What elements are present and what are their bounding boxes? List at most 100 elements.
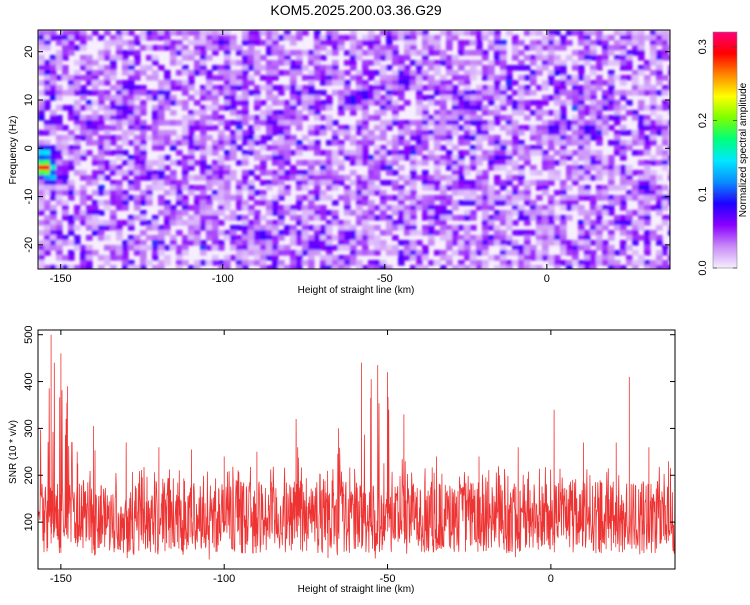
heatmap-cell (122, 240, 129, 246)
heatmap-cell (320, 40, 327, 46)
heatmap-cell (644, 185, 651, 191)
heatmap-cell (398, 255, 405, 261)
heatmap-cell (614, 225, 621, 231)
heatmap-cell (422, 195, 429, 201)
heatmap-cell (644, 75, 651, 81)
heatmap-cell (476, 105, 483, 111)
heatmap-cell (644, 180, 651, 186)
heatmap-cell (428, 175, 435, 181)
heatmap-cell (470, 210, 477, 216)
heatmap-cell (338, 225, 345, 231)
heatmap-cell (170, 205, 177, 211)
heatmap-cell (110, 195, 117, 201)
heatmap-cell (488, 140, 495, 146)
heatmap-cell (638, 215, 645, 221)
heatmap-cell (482, 245, 489, 251)
heatmap-cell (542, 45, 549, 51)
heatmap-cell (398, 190, 405, 196)
heatmap-cell (548, 60, 555, 66)
heatmap-cell (284, 100, 291, 106)
heatmap-cell (110, 215, 117, 221)
heatmap-cell (86, 245, 93, 251)
heatmap-cell (188, 140, 195, 146)
heatmap-cell (584, 55, 591, 61)
heatmap-cell (350, 65, 357, 71)
heatmap-cell (650, 230, 657, 236)
heatmap-cell (278, 250, 285, 256)
heatmap-cell (182, 35, 189, 41)
heatmap-cell (668, 135, 670, 141)
heatmap-cell (404, 255, 411, 261)
heatmap-cell (320, 125, 327, 131)
heatmap-cell (422, 225, 429, 231)
heatmap-cell (626, 35, 633, 41)
heatmap-cell (266, 170, 273, 176)
heatmap-cell (182, 205, 189, 211)
heatmap-cell (326, 165, 333, 171)
heatmap-cell (494, 175, 501, 181)
heatmap-cell (266, 155, 273, 161)
heatmap-cell (608, 195, 615, 201)
heatmap-cell (602, 165, 609, 171)
heatmap-cell (68, 80, 75, 86)
heatmap-cell (62, 215, 69, 221)
heatmap-cell (254, 255, 261, 261)
heatmap-cell (620, 215, 627, 221)
heatmap-cell (56, 85, 63, 91)
heatmap-cell (578, 30, 585, 36)
heatmap-cell (602, 115, 609, 121)
heatmap-cell (164, 105, 171, 111)
heatmap-cell (86, 180, 93, 186)
heatmap-cell (296, 220, 303, 226)
heatmap-cell (224, 170, 231, 176)
heatmap-cell (410, 190, 417, 196)
heatmap-cell (578, 140, 585, 146)
heatmap-cell (332, 35, 339, 41)
heatmap-cell (320, 115, 327, 121)
heatmap-cell (266, 145, 273, 151)
heatmap-cell (308, 145, 315, 151)
heatmap-cell (218, 245, 225, 251)
heatmap-cell (530, 180, 537, 186)
heatmap-cell (524, 65, 531, 71)
heatmap-cell (320, 90, 327, 96)
heatmap-cell (272, 150, 279, 156)
heatmap-cell (638, 45, 645, 51)
heatmap-cell (398, 155, 405, 161)
heatmap-cell (44, 90, 51, 96)
heatmap-cell (488, 215, 495, 221)
heatmap-cell (356, 90, 363, 96)
heatmap-cell (296, 170, 303, 176)
heatmap-cell (206, 135, 213, 141)
heatmap-cell (410, 230, 417, 236)
heatmap-cell (458, 165, 465, 171)
heatmap-cell (290, 140, 297, 146)
heatmap-cell (608, 245, 615, 251)
heatmap-cell (44, 215, 51, 221)
heatmap-cell (596, 215, 603, 221)
heatmap-cell (542, 150, 549, 156)
heatmap-cell (230, 135, 237, 141)
heatmap-cell (38, 185, 45, 191)
heatmap-cell (596, 85, 603, 91)
heatmap-cell (632, 240, 639, 246)
heatmap-cell (170, 185, 177, 191)
heatmap-cell (404, 155, 411, 161)
heatmap-cell (296, 35, 303, 41)
heatmap-cell (128, 115, 135, 121)
heatmap-cell (440, 115, 447, 121)
heatmap-cell (578, 40, 585, 46)
heatmap-cell (320, 230, 327, 236)
heatmap-cell (236, 115, 243, 121)
heatmap-cell (38, 115, 45, 121)
heatmap-cell (86, 90, 93, 96)
heatmap-cell (146, 190, 153, 196)
heatmap-cell (50, 240, 57, 246)
heatmap-cell (230, 155, 237, 161)
colorbar-ticks: 0.00.10.20.3 (697, 39, 737, 276)
heatmap-cell (584, 105, 591, 111)
heatmap-cell (284, 175, 291, 181)
heatmap-cell (296, 260, 303, 266)
heatmap-cell (380, 200, 387, 206)
heatmap-cell (104, 150, 111, 156)
